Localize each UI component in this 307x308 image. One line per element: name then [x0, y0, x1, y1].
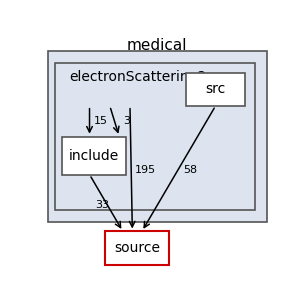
FancyBboxPatch shape	[62, 136, 126, 175]
Text: 15: 15	[94, 116, 108, 126]
Text: include: include	[69, 148, 119, 163]
FancyBboxPatch shape	[105, 231, 169, 265]
Text: electronScattering2: electronScattering2	[69, 70, 207, 84]
Text: 3: 3	[123, 116, 130, 126]
Text: medical: medical	[127, 38, 188, 53]
FancyBboxPatch shape	[48, 51, 267, 222]
Text: 195: 195	[135, 165, 156, 175]
Text: src: src	[205, 82, 226, 96]
Text: 33: 33	[95, 200, 110, 210]
Text: source: source	[114, 241, 160, 255]
Text: 58: 58	[184, 165, 198, 175]
FancyBboxPatch shape	[186, 72, 245, 106]
FancyBboxPatch shape	[55, 63, 255, 210]
